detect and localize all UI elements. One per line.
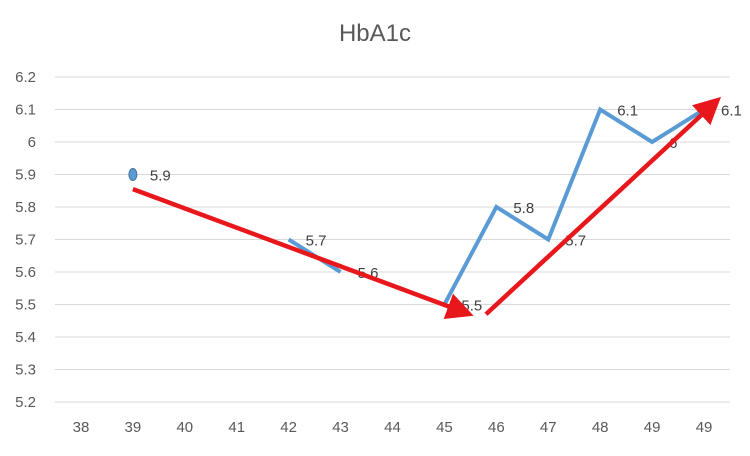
x-tick-label: 49 (644, 419, 661, 436)
data-label: 5.7 (306, 233, 327, 250)
y-tick-label: 5.7 (15, 232, 36, 249)
y-tick-label: 6.2 (15, 69, 36, 86)
x-tick-label: 45 (436, 419, 453, 436)
x-tick-label: 46 (488, 419, 505, 436)
x-tick-label: 40 (176, 419, 193, 436)
y-tick-label: 5.8 (15, 199, 36, 216)
y-tick-label: 5.4 (15, 329, 36, 346)
y-tick-label: 5.3 (15, 362, 36, 379)
data-label: 6.1 (617, 103, 638, 120)
y-tick-label: 6 (28, 134, 36, 151)
y-tick-label: 5.9 (15, 167, 36, 184)
x-tick-label: 49 (696, 419, 713, 436)
y-tick-label: 5.2 (15, 394, 36, 411)
x-tick-label: 44 (384, 419, 401, 436)
chart-title: HbA1c (338, 20, 412, 47)
x-tick-label: 43 (332, 419, 349, 436)
x-tick-label: 39 (125, 419, 142, 436)
data-label: 5.8 (513, 200, 534, 217)
data-point (128, 168, 138, 181)
x-tick-label: 47 (540, 419, 557, 436)
x-tick-label: 48 (592, 419, 609, 436)
data-label: 6.1 (721, 103, 742, 120)
trend-arrow (132, 187, 474, 320)
series-line (442, 106, 706, 306)
y-tick-label: 6.1 (15, 102, 36, 119)
y-tick-label: 5.5 (15, 297, 36, 314)
y-tick-label: 5.6 (15, 264, 36, 281)
x-tick-label: 41 (228, 419, 245, 436)
trend-arrow (484, 96, 722, 316)
x-tick-label: 42 (280, 419, 297, 436)
x-tick-label: 38 (73, 419, 90, 436)
data-label: 5.9 (150, 168, 171, 185)
